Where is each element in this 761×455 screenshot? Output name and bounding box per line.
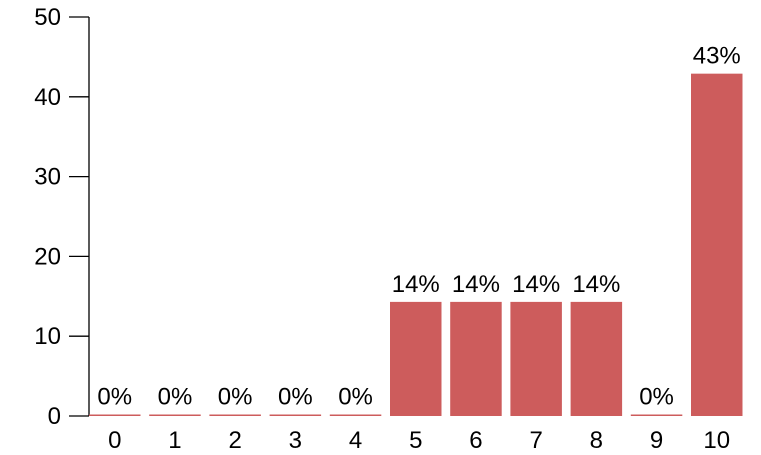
bar-data-label: 0% [218,384,253,411]
bar-data-label: 0% [639,384,674,411]
bar-0 [89,414,141,416]
bar-data-label: 14% [452,271,500,298]
bar-1 [149,414,201,416]
y-tick-label: 30 [34,164,61,191]
bar-9 [630,414,683,416]
x-tick-label: 10 [703,427,730,454]
bar-data-label: 14% [512,271,560,298]
x-tick-label: 6 [469,427,482,454]
bar-labels: 0% 0% 0% 0% 0% 14% 14% 14% 14% 0% 43% [97,43,740,411]
x-tick-label: 3 [289,427,302,454]
bar-6 [450,301,502,416]
y-tick-label: 0 [48,403,61,430]
y-tick-label: 50 [34,4,61,31]
bar-data-label: 14% [392,271,440,298]
bar-8 [570,301,623,416]
bar-data-label: 14% [572,271,620,298]
bar-10 [691,73,743,417]
bar-5 [390,301,442,416]
x-tick-label: 1 [168,427,181,454]
bar-data-label: 0% [278,384,313,411]
x-tick-label: 5 [409,427,422,454]
bar-data-label: 0% [158,384,193,411]
x-tick-label: 9 [650,427,663,454]
bar-7 [510,301,562,416]
x-tick-label: 7 [529,427,542,454]
y-axis-ticks: 0 10 20 30 40 50 [34,4,89,430]
x-tick-label: 8 [590,427,603,454]
y-tick-label: 20 [34,243,61,270]
x-axis-tick-labels: 0 1 2 3 4 5 6 7 8 9 10 [108,427,730,454]
x-tick-label: 2 [228,427,241,454]
bar-data-label: 43% [693,43,741,70]
bar-data-label: 0% [97,384,132,411]
bars [89,73,743,417]
x-tick-label: 0 [108,427,121,454]
bar-data-label: 0% [338,384,373,411]
bar-2 [209,414,261,416]
y-tick-label: 40 [34,84,61,111]
x-tick-label: 4 [349,427,362,454]
bar-3 [269,414,322,416]
y-tick-label: 10 [34,323,61,350]
bar-4 [329,414,382,416]
y-axis: 0 10 20 30 40 50 [34,4,90,430]
